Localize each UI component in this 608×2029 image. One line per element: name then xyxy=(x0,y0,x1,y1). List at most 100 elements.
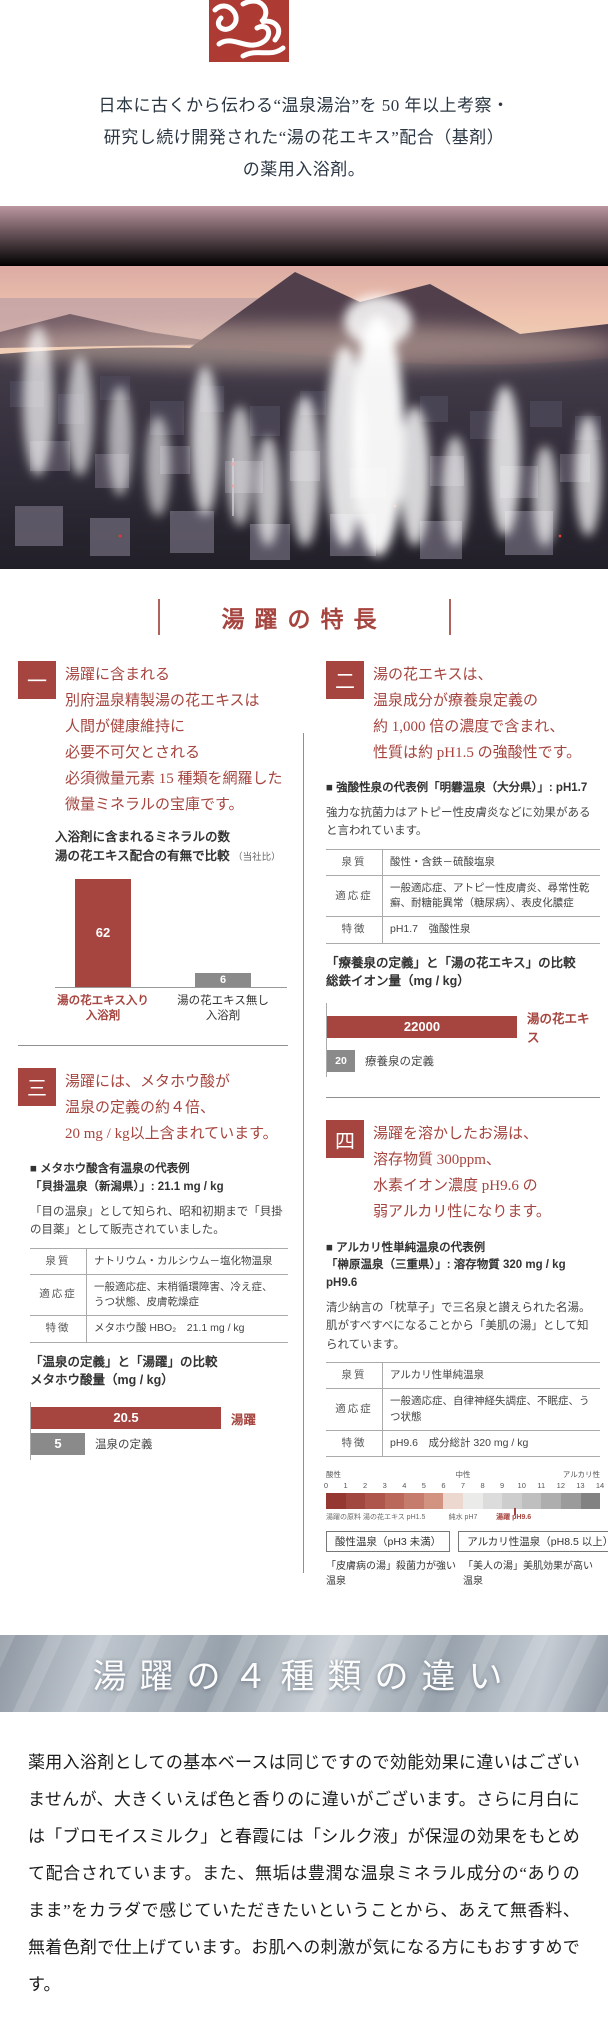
bar-value: 5 xyxy=(54,1436,62,1452)
bar-value: 20 xyxy=(335,1055,347,1068)
feature-4-description: 清少納言の「枕草子」で三名泉と讃えられた名湯。肌がすべすべになることから「美肌の… xyxy=(326,1302,591,1351)
minerals-chart-note: （当社比） xyxy=(233,852,281,864)
ph-tick: 4 xyxy=(402,1481,407,1491)
page-header: 日本に古くから伝わる“温泉湯治”を 50 年以上考察・ 研究し続け開発された“湯… xyxy=(0,0,608,186)
features-column-right: 二 湯の花エキスは、 温泉成分が療養泉定義の 約 1,000 倍の濃度で含まれ、… xyxy=(304,660,608,1587)
bar-value: 20.5 xyxy=(113,1410,139,1426)
feature-3-spec-table: 泉質 ナトリウム・カルシウム－塩化物温泉 適応症 一般適応症、末梢循環障害、冷え症、… xyxy=(30,1248,288,1343)
ph-neutral-label: 中性 xyxy=(455,1470,471,1480)
feature-1-headline: 湯躍に含まれる 別府温泉精製湯の花エキスは 人間が健康維持に 必要不可欠とされる… xyxy=(65,666,283,814)
iron-chart-title: 「療養泉の定義」と「湯の花エキス」の比較 総鉄イオン量（mg / kg） xyxy=(326,955,576,989)
bar-label-without-extract: 湯の花エキス無し 入浴剤 xyxy=(177,994,269,1023)
ph-tick: 2 xyxy=(363,1481,368,1491)
alkaline-onsen-box: アルカリ性温泉（pH8.5 以上） xyxy=(458,1531,608,1553)
feature-2-example-title: ■ 強酸性泉の代表例「明礬温泉（大分県）」: pH1.7 xyxy=(326,782,588,795)
spec-value: 一般適応症、自律神経失調症、不眠症、うつ状態 xyxy=(390,1395,590,1423)
spec-label: 特徴 xyxy=(30,1315,87,1343)
ph-tick: 3 xyxy=(382,1481,387,1491)
ph-yuyaku-tickmark xyxy=(513,1508,516,1516)
feature-block-4: 四 湯躍を溶かしたお湯は、 溶存物質 300ppm、 水素イオン濃度 pH9.6… xyxy=(323,1120,608,1587)
spec-value: 一般適応症、アトピー性皮膚炎、尋常性乾癬、耐糖能異常（糖尿病）、表皮化膿症 xyxy=(390,882,590,910)
spec-label: 泉質 xyxy=(326,1362,383,1389)
difference-banner-title: 湯躍の４種類の違い xyxy=(92,1659,516,1697)
spec-label: 泉質 xyxy=(30,1248,87,1275)
ph-ticks: 0 1 2 3 4 5 6 7 8 9 10 1 xyxy=(323,1481,604,1491)
difference-banner: 湯躍の４種類の違い xyxy=(0,1635,608,1713)
spec-row: 適応症 一般適応症、自律神経失調症、不眠症、うつ状態 xyxy=(326,1388,600,1431)
acid-onsen-box: 酸性温泉（pH3 未満） xyxy=(326,1531,451,1553)
spec-value: pH9.6 成分総計 320 mg / kg xyxy=(390,1436,529,1449)
features-title-text: 湯躍の特長 xyxy=(221,606,387,632)
spec-row: 適応症 一般適応症、末梢循環障害、冷え症、うつ状態、皮膚乾燥症 xyxy=(30,1274,288,1316)
iron-ion-chart: 「療養泉の定義」と「湯の花エキス」の比較 総鉄イオン量（mg / kg） 220… xyxy=(326,954,600,1078)
spec-label: 適応症 xyxy=(30,1274,87,1316)
minerals-chart-title: 入浴剤に含まれるミネラルの数 湯の花エキス配合の有無で比較 （当社比） xyxy=(55,828,287,866)
feature-block-3: 三 湯躍には、メタホウ酸が 温泉の定義の約４倍、 20 mg / kg以上含まれ… xyxy=(18,1067,288,1461)
feature-3-head: 三 湯躍には、メタホウ酸が 温泉の定義の約４倍、 20 mg / kg以上含まれ… xyxy=(18,1067,288,1147)
ph-tick: 6 xyxy=(441,1481,446,1491)
feature-3-description: 「目の温泉」として知られ、昭和初期まで「貝掛の目薬」として販売されていました。 xyxy=(30,1205,283,1237)
ph-markers: 湯躍の原料 湯の花エキス pH1.5 純水 pH7 湯躍 pH9.6 xyxy=(326,1508,600,1525)
ph-marker-pure-water: 純水 pH7 xyxy=(448,1514,478,1522)
ph-tick: 0 xyxy=(323,1481,329,1491)
spec-label: 泉質 xyxy=(326,849,383,876)
feature-2-detail: ■ 強酸性泉の代表例「明礬温泉（大分県）」: pH1.7 強力な抗菌力はアトピー… xyxy=(326,780,600,1078)
alkaline-onsen-caption: 「美人の湯」美肌効果が高い温泉 xyxy=(463,1561,593,1588)
metaboric-acid-chart: 「温泉の定義」と「湯躍」の比較 メタホウ酸量（mg / kg） 20.5 湯躍 … xyxy=(30,1353,288,1461)
metaboric-bars: 20.5 湯躍 5 温泉の定義 xyxy=(30,1402,288,1461)
minerals-chart-title-text: 入浴剤に含まれるミネラルの数 湯の花エキス配合の有無で比較 xyxy=(55,830,231,864)
feature-3-example-title: ■ メタホウ酸含有温泉の代表例 「貝掛温泉（新潟県）」: 21.1 mg / k… xyxy=(30,1163,224,1194)
feature-4-head: 四 湯躍を溶かしたお湯は、 溶存物質 300ppm、 水素イオン濃度 pH9.6… xyxy=(326,1120,600,1225)
ph-tick: 5 xyxy=(421,1481,426,1491)
feature-3-detail: ■ メタホウ酸含有温泉の代表例 「貝掛温泉（新潟県）」: 21.1 mg / k… xyxy=(30,1161,288,1461)
feature-4-spec-table: 泉質 アルカリ性単純温泉 適応症 一般適応症、自律神経失調症、不眠症、うつ状態 特徴… xyxy=(326,1362,600,1457)
minerals-bars: 62 6 xyxy=(55,878,287,988)
ph-captions: 「皮膚病の湯」殺菌力が強い温泉 「美人の湯」美肌効果が高い温泉 xyxy=(326,1557,600,1587)
bar-onsen-definition: 5 xyxy=(31,1433,85,1456)
intro-text: 日本に古くから伝わる“温泉湯治”を 50 年以上考察・ 研究し続け開発された“湯… xyxy=(98,96,510,179)
spec-value: ナトリウム・カルシウム－塩化物温泉 xyxy=(94,1254,273,1267)
bar-value: 6 xyxy=(219,973,227,986)
features-grid: 一 湯躍に含まれる 別府温泉精製湯の花エキスは 人間が健康維持に 必要不可欠とさ… xyxy=(14,660,608,1587)
bar-without-extract: 6 xyxy=(195,972,251,987)
spec-value: アルカリ性単純温泉 xyxy=(390,1369,485,1382)
title-bar-left xyxy=(157,598,160,635)
bar-row: 20 療養泉の定義 xyxy=(327,1050,600,1073)
bar-with-extract: 62 xyxy=(75,878,131,987)
hero-photo xyxy=(0,205,608,569)
iron-bars: 22000 湯の花エキス 20 療養泉の定義 xyxy=(326,1003,600,1078)
spec-value: 一般適応症、末梢循環障害、冷え症、うつ状態、皮膚乾燥症 xyxy=(94,1280,273,1309)
feature-1-number-badge: 一 xyxy=(18,660,56,699)
ph-tick: 10 xyxy=(517,1481,526,1491)
ph-scale: 酸性 中性 アルカリ性 0 1 2 3 4 5 6 xyxy=(323,1469,608,1587)
ph-scale-labels: 酸性 中性 アルカリ性 xyxy=(326,1469,600,1480)
ph-acid-label: 酸性 xyxy=(326,1470,341,1480)
divider-left-column xyxy=(18,1044,288,1046)
divider-right-column xyxy=(326,1097,600,1099)
ph-tick: 13 xyxy=(576,1481,585,1491)
ph-tick: 1 xyxy=(343,1481,348,1491)
spec-row: 泉質 ナトリウム・カルシウム－塩化物温泉 xyxy=(30,1248,288,1275)
bar-value: 62 xyxy=(95,925,111,941)
features-column-left: 一 湯躍に含まれる 別府温泉精製湯の花エキスは 人間が健康維持に 必要不可欠とさ… xyxy=(14,660,288,1587)
acid-onsen-caption: 「皮膚病の湯」殺菌力が強い温泉 xyxy=(326,1561,456,1588)
ph-marker-yuyaku: 湯躍 pH9.6 xyxy=(496,1514,532,1522)
bar-label-onsen-definition: 温泉の定義 xyxy=(95,1439,153,1452)
difference-section: 湯躍の４種類の違い 薬用入浴剤としての基本ベースは同じですので効能効果に違いはご… xyxy=(0,1635,608,2029)
feature-1-head: 一 湯躍に含まれる 別府温泉精製湯の花エキスは 人間が健康維持に 必要不可欠とさ… xyxy=(18,660,288,819)
bar-row: 22000 湯の花エキス xyxy=(327,1008,600,1046)
feature-4-number-badge: 四 xyxy=(326,1120,364,1159)
features-title: 湯躍の特長 xyxy=(14,598,594,635)
spec-row: 特徴 pH9.6 成分総計 320 mg / kg xyxy=(326,1430,600,1457)
bar-label-with-extract: 湯の花エキス入り 入浴剤 xyxy=(57,994,149,1023)
spec-row: 特徴 pH1.7 強酸性泉 xyxy=(326,916,600,944)
ph-tick: 12 xyxy=(556,1481,566,1491)
ph-tick: 7 xyxy=(460,1481,466,1491)
bar-row: 20.5 湯躍 xyxy=(31,1407,288,1430)
spec-label: 適応症 xyxy=(326,1388,383,1431)
feature-4-example-title: ■ アルカリ性単純温泉の代表例 「榊原温泉（三重県）」: 溶存物質 320 mg… xyxy=(326,1241,566,1290)
metaboric-chart-title: 「温泉の定義」と「湯躍」の比較 メタホウ酸量（mg / kg） xyxy=(30,1354,218,1388)
bar-yunohana-extract: 22000 xyxy=(327,1016,517,1039)
ph-alkaline-label: アルカリ性 xyxy=(562,1470,600,1480)
minerals-bar-labels: 湯の花エキス入り 入浴剤 湯の花エキス無し 入浴剤 xyxy=(55,994,287,1025)
